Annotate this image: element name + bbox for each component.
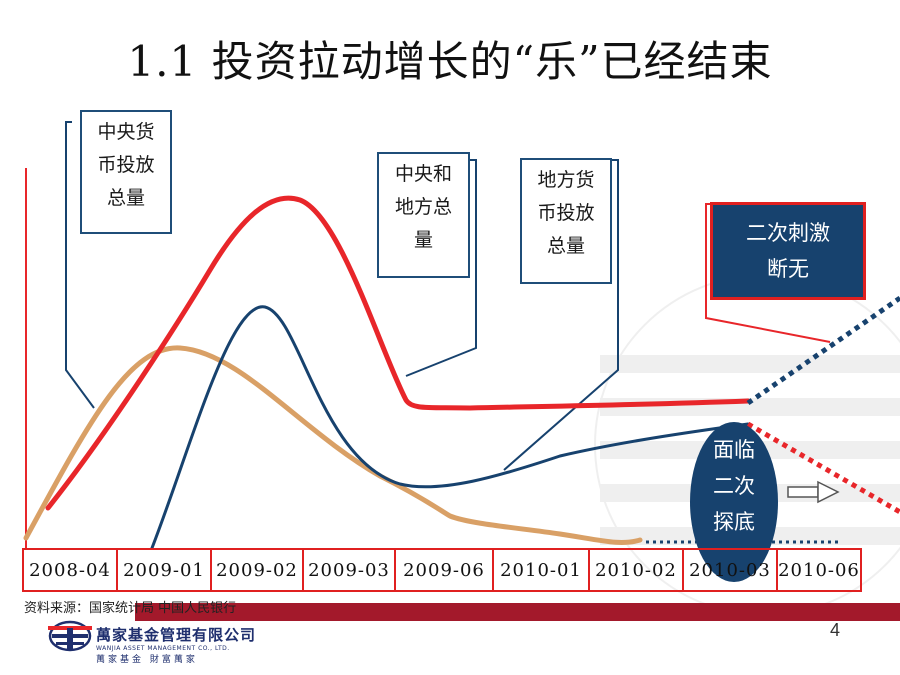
company-logo-icon	[48, 620, 92, 652]
callout-line: 中央货	[97, 121, 155, 143]
company-tagline: 萬家基金 財富萬家	[96, 655, 198, 665]
red-curve	[45, 195, 751, 511]
x-axis-row: 2008-04 2009-01 2009-02 2009-03 2009-06 …	[22, 548, 862, 592]
callout-line: 地方总	[394, 196, 452, 218]
box-line: 断无	[767, 257, 809, 281]
company-logo-text: 萬家基金管理有限公司 WANJIA ASSET MANAGEMENT CO., …	[96, 624, 256, 665]
callout-local-money: 地方货 币投放 总量	[520, 158, 612, 284]
central-local-pointer	[405, 159, 477, 377]
callout-line: 币投放	[537, 202, 595, 224]
second-stimulus-box: 二次刺激 断无	[710, 202, 866, 300]
x-axis-label: 2010-02	[588, 548, 684, 592]
second-stimulus-pointer	[705, 203, 831, 343]
oval-line: 探底	[713, 510, 755, 534]
x-axis-label: 2008-04	[22, 548, 118, 592]
page-title: 1.1 投资拉动增长的“乐”已经结束	[127, 37, 773, 86]
footer-bar	[135, 603, 900, 621]
double-dip-oval: 面临 二次 探底	[690, 422, 778, 582]
x-axis-label: 2009-06	[394, 548, 494, 592]
local-money-pointer	[503, 159, 619, 471]
company-english-name: WANJIA ASSET MANAGEMENT CO., LTD.	[96, 645, 230, 652]
callout-line: 地方货	[537, 169, 595, 191]
central-money-pointer	[65, 121, 95, 409]
x-axis-label: 2009-01	[116, 548, 212, 592]
page-number: 4	[830, 620, 841, 640]
callout-line: 量	[413, 229, 433, 251]
navy-curve	[150, 305, 750, 550]
callout-line: 币投放	[97, 154, 155, 176]
source-note: 资料来源：国家统计局 中国人民银行	[24, 601, 237, 616]
oval-line: 面临	[713, 438, 755, 462]
x-axis-label: 2010-06	[776, 548, 862, 592]
x-axis-label: 2010-01	[492, 548, 590, 592]
right-arrow-icon	[787, 480, 840, 504]
tan-curve	[23, 345, 643, 545]
x-axis-label: 2010-03	[682, 548, 778, 592]
callout-central-local: 中央和 地方总 量	[377, 152, 470, 278]
box-line: 二次刺激	[746, 221, 830, 245]
callout-central-money: 中央货 币投放 总量	[80, 110, 172, 234]
callout-line: 总量	[106, 187, 145, 209]
x-axis-label: 2009-02	[210, 548, 304, 592]
oval-line: 二次	[713, 474, 755, 498]
company-name: 萬家基金管理有限公司	[96, 626, 257, 644]
x-axis-label: 2009-03	[302, 548, 396, 592]
callout-line: 中央和	[394, 163, 452, 185]
navy-dotted-up	[746, 295, 900, 406]
callout-line: 总量	[546, 235, 585, 257]
